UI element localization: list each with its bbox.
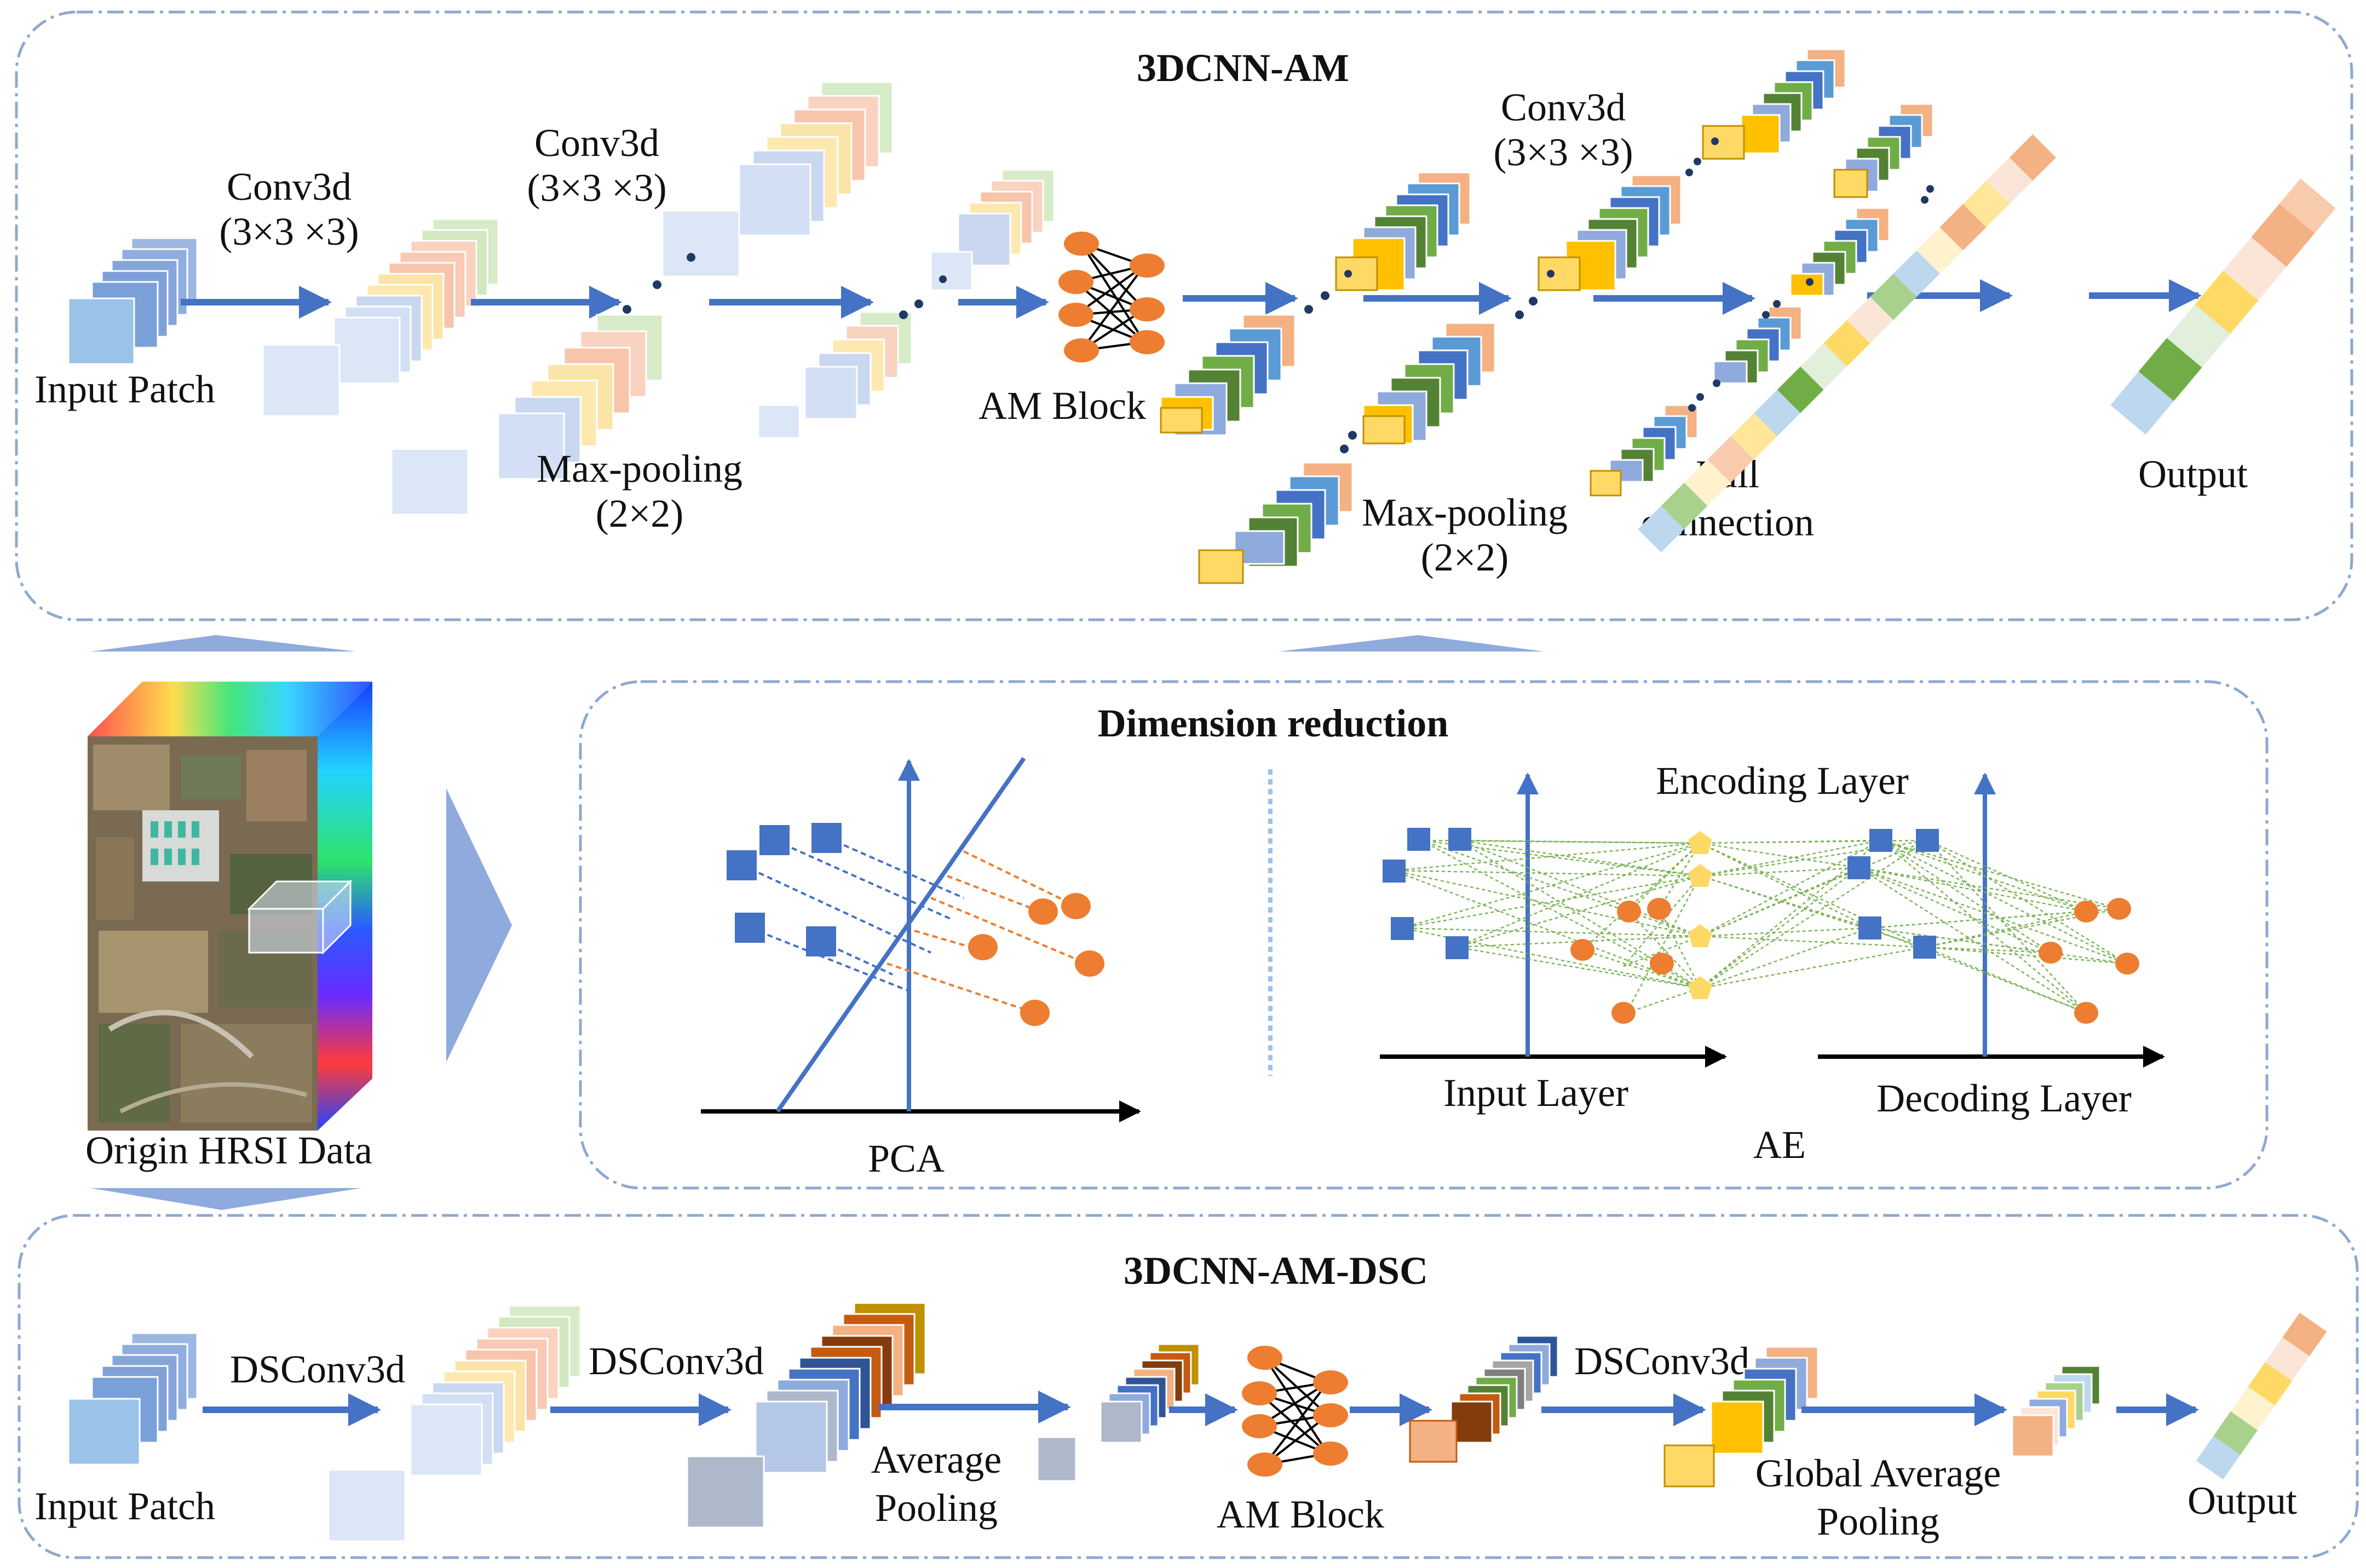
panel-bottom-border (18, 1214, 2359, 1559)
bottom-feature-map-1 (327, 1305, 582, 1542)
bottom-feature-map-3 (1037, 1343, 1200, 1482)
hsi-data-cube (88, 682, 372, 1131)
bottom-feature-map-4 (1409, 1335, 1559, 1463)
pca-orange-points (968, 893, 1104, 1026)
bottom-avgpool-label: Average Pooling (871, 1438, 1002, 1530)
top-feature-map-2-upper (661, 81, 894, 278)
bottom-gap-label: Global Average Pooling (1755, 1451, 2001, 1543)
ae-output-blue-points (1847, 829, 1939, 959)
top-output-vector (2110, 178, 2336, 435)
panel-middle-border (579, 680, 2269, 1190)
big-arrows (90, 635, 1544, 1210)
top-feature-map-4-lower (1160, 314, 1296, 436)
bottom-dsconv3-label: DSConv3d (1574, 1339, 1749, 1383)
top-feature-map-6-upper (1702, 48, 1846, 160)
ae-input-blue-points (1383, 828, 1471, 959)
top-feature-map-2-lower (390, 314, 664, 516)
top-feature-map-6-lower (1713, 305, 1803, 387)
bottom-feature-map-5 (1663, 1346, 1819, 1488)
top-dots-5 (1685, 158, 1934, 412)
ae-decoding-layer-label: Decoding Layer (1876, 1076, 2132, 1120)
bottom-feature-map-6 (2011, 1365, 2101, 1457)
panel-3dcnn-am-dsc: 3DCNN-AM-DSC Input Patch DSConv3d DSC (18, 1214, 2359, 1559)
top-feature-map-5-upper (1538, 174, 1682, 291)
bottom-input-label: Input Patch (34, 1484, 215, 1528)
panel-bottom-title: 3DCNN-AM-DSC (1124, 1249, 1428, 1293)
top-output-label: Output (2138, 452, 2248, 496)
ae-encoding-label: Encoding Layer (1656, 759, 1909, 803)
bottom-output-label: Output (2187, 1479, 2297, 1523)
bottom-am-block-label: AM Block (1217, 1492, 1384, 1536)
ae-output-orange-points (2039, 898, 2139, 1024)
top-am-block-label: AM Block (978, 384, 1146, 428)
top-input-patch-stack (67, 237, 198, 365)
top-feature-map-3-lower (757, 311, 913, 439)
bottom-output-vector (2196, 1312, 2327, 1480)
top-feature-map-5-bottom (1198, 462, 1354, 584)
top-dots-2 (899, 299, 923, 319)
bottom-feature-map-2 (686, 1302, 926, 1529)
top-am-block-network (1058, 232, 1165, 362)
big-arrow-right-middle (446, 788, 512, 1062)
top-feature-map-6-bottom (1590, 404, 1699, 497)
ae-input-layer-label: Input Layer (1443, 1071, 1628, 1115)
top-conv2-label: Conv3d (3×3 ×3) (527, 121, 666, 210)
ae-input-orange-points (1570, 898, 1674, 1024)
big-arrow-up-right (1279, 635, 1544, 652)
panel-top-title: 3DCNN-AM (1137, 46, 1349, 90)
hsi-highlight-patch (247, 879, 353, 955)
panel-top-border (15, 10, 2353, 621)
pca-principal-axis (775, 757, 1026, 1113)
top-dots-4 (1340, 297, 1538, 453)
big-arrow-down-left (90, 1188, 361, 1210)
top-feature-map-1 (262, 218, 499, 417)
bottom-dsconv2-label: DSConv3d (589, 1339, 764, 1383)
pca-blue-points (727, 823, 842, 956)
bottom-input-patch-stack (67, 1332, 198, 1466)
pca-label: PCA (868, 1137, 945, 1180)
bottom-am-block-network (1242, 1346, 1348, 1477)
top-input-label: Input Patch (34, 367, 215, 411)
pca-plot: PCA (701, 757, 1141, 1180)
top-feature-map-3-upper (930, 169, 1055, 291)
top-feature-map-4-upper (1335, 171, 1471, 291)
ae-connection-lines (1393, 839, 2128, 1014)
bottom-dsconv1-label: DSConv3d (230, 1347, 405, 1391)
ae-label: AE (1753, 1123, 1806, 1167)
top-feature-map-6-center (1789, 207, 1890, 297)
top-feature-map-6-mid (1833, 103, 1934, 198)
pca-projection-lines (741, 837, 1087, 1014)
hsi-data-label: Origin HRSI Data (85, 1128, 372, 1172)
top-conv1-label: Conv3d (3×3 ×3) (219, 165, 359, 253)
panel-dimension-reduction: Dimension reduction (579, 680, 2269, 1190)
ae-encoding-nodes (1688, 831, 1712, 999)
top-conv3-label: Conv3d (3×3 ×3) (1493, 85, 1633, 174)
top-feature-map-5-lower (1362, 322, 1496, 445)
top-pool1-label: Max-pooling (2×2) (537, 447, 742, 535)
panel-3dcnn-am: 3DCNN-AM Input Patch Conv3d (3×3 ×3) (15, 10, 2353, 621)
big-arrow-up-left (90, 635, 356, 652)
top-dots-1 (623, 280, 661, 314)
ae-plot: Encoding Layer Input Layer Decoding Laye… (1380, 759, 2165, 1167)
top-dots-3 (1304, 291, 1329, 314)
top-fc-vector (1638, 134, 2056, 552)
panel-middle-title: Dimension reduction (1098, 701, 1449, 745)
top-pool2-label: Max-pooling (2×2) (1362, 491, 1568, 579)
hsi-cube-top (88, 682, 372, 736)
